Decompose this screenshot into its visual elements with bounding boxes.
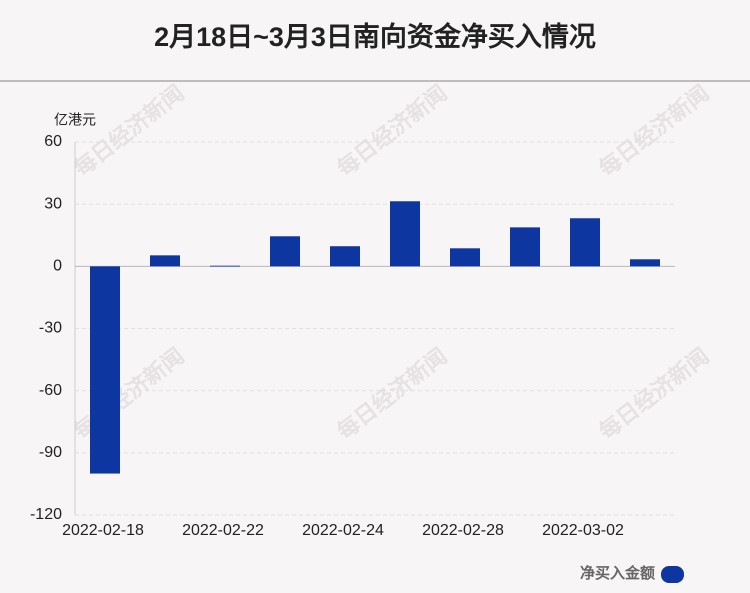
watermark: 每日经济新闻: [332, 80, 451, 181]
watermark: 每日经济新闻: [594, 80, 713, 181]
watermark: 每日经济新闻: [332, 343, 451, 444]
x-tick-label: 2022-03-02: [542, 522, 624, 539]
y-tick-label: 30: [44, 195, 62, 212]
chart-title: 2月18日~3月3日南向资金净买入情况: [154, 21, 596, 52]
bar: [330, 246, 360, 267]
legend-label: 净买入金额: [580, 564, 655, 582]
y-tick-label: -120: [30, 506, 62, 523]
watermark: 每日经济新闻: [594, 343, 713, 444]
y-tick-label: -90: [39, 444, 62, 461]
x-tick-label: 2022-02-22: [182, 522, 264, 539]
x-tick-label: 2022-02-18: [62, 522, 144, 539]
bar: [270, 236, 300, 267]
bar: [210, 265, 240, 267]
x-tick-label: 2022-02-24: [302, 522, 384, 539]
y-tick-label: -30: [39, 320, 62, 337]
y-tick-label: 0: [53, 258, 62, 275]
bar: [90, 266, 120, 474]
legend-swatch: [661, 566, 684, 583]
x-tick-label: 2022-02-28: [422, 522, 504, 539]
y-tick-label: 60: [44, 133, 62, 150]
bar: [390, 201, 420, 267]
watermark: 每日经济新闻: [69, 343, 188, 444]
bar: [510, 227, 540, 267]
bar: [630, 259, 660, 267]
bar: [450, 248, 480, 267]
watermark: 每日经济新闻: [69, 80, 188, 181]
bar: [570, 218, 600, 267]
y-axis-label: 亿港元: [54, 112, 96, 128]
y-tick-label: -60: [39, 382, 62, 399]
bar: [150, 255, 180, 267]
